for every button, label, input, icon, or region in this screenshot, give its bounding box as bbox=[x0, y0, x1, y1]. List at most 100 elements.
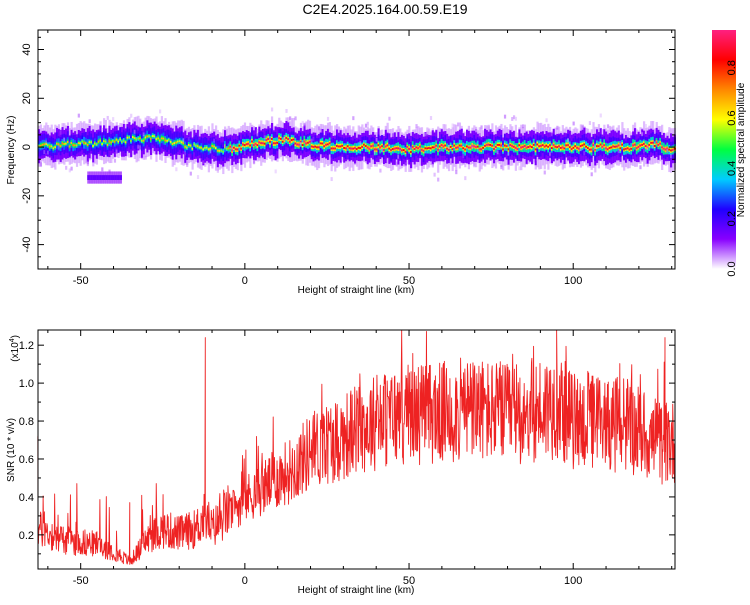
spectrogram-cell bbox=[343, 146, 346, 149]
spectrogram-speckle bbox=[159, 109, 162, 114]
spectrogram-cell bbox=[105, 175, 108, 180]
spectrogram-speckle bbox=[599, 113, 602, 118]
spectrogram-cell bbox=[243, 144, 247, 147]
spectrogram-cell bbox=[104, 140, 108, 143]
spectrogram-cell bbox=[39, 144, 43, 147]
spectrogram-speckle bbox=[88, 119, 91, 124]
spectrogram-cell bbox=[594, 148, 597, 151]
spectrogram-speckle bbox=[299, 141, 303, 146]
spectrogram-speckle bbox=[196, 175, 200, 179]
spectrogram-cell bbox=[545, 144, 548, 147]
spectrogram-cell bbox=[321, 142, 324, 145]
spectrogram-speckle bbox=[583, 151, 586, 155]
spectrogram-cell bbox=[422, 149, 425, 152]
spectrogram-cell bbox=[307, 141, 310, 144]
spectrogram-speckle bbox=[579, 147, 582, 152]
spectrogram-cell bbox=[467, 146, 471, 149]
snr-scale-label: (x104) bbox=[9, 335, 21, 362]
spectrogram-cell bbox=[146, 135, 149, 138]
spectrogram-speckle bbox=[345, 129, 348, 134]
spectrogram-cell bbox=[455, 146, 458, 149]
spectrogram-cell bbox=[599, 143, 602, 146]
spectrogram-cell bbox=[368, 147, 371, 150]
spectrogram-speckle bbox=[379, 168, 382, 173]
spectrogram-cell bbox=[162, 137, 165, 140]
spectrogram-speckle bbox=[283, 136, 286, 141]
spectrogram-cell bbox=[426, 147, 429, 150]
spectrogram-speckle bbox=[359, 140, 362, 145]
spectrogram-y-tick-label: 40 bbox=[21, 43, 33, 55]
spectrogram-cell bbox=[585, 145, 588, 148]
spectrogram-cell bbox=[502, 148, 505, 151]
spectrogram-cell bbox=[541, 144, 545, 147]
spectrogram-cell bbox=[612, 145, 615, 148]
spectrogram-speckle bbox=[289, 116, 292, 121]
spectrogram-cell bbox=[453, 144, 456, 147]
spectrogram-cell bbox=[512, 145, 516, 148]
colorbar-tick-label: 0.6 bbox=[726, 110, 738, 125]
spectrogram-speckle bbox=[263, 135, 266, 140]
spectrogram-cell bbox=[148, 135, 151, 138]
spectrogram-cell bbox=[238, 144, 241, 147]
snr-y-tick-label: 1.0 bbox=[19, 378, 34, 390]
spectrogram-cell bbox=[655, 141, 658, 144]
snr-y-tick-label: 0.4 bbox=[19, 492, 34, 504]
spectrogram-speckle bbox=[471, 144, 474, 149]
spectrogram-cell bbox=[214, 147, 218, 150]
spectrogram-speckle bbox=[507, 152, 510, 156]
spectrogram-cell bbox=[68, 145, 71, 148]
spectrogram-cell bbox=[231, 149, 234, 152]
spectrogram-speckle bbox=[231, 145, 234, 150]
snr-scale-base: (x10 bbox=[10, 342, 21, 362]
spectrogram-speckle bbox=[440, 147, 443, 152]
spectrogram-cell bbox=[437, 148, 440, 151]
spectrogram-speckle bbox=[77, 113, 80, 118]
spectrogram-speckle bbox=[65, 165, 68, 170]
colorbar-label: Normalized spectral amplitude bbox=[736, 82, 747, 217]
spectrogram-cell bbox=[159, 139, 162, 142]
spectrogram-cell bbox=[534, 148, 537, 151]
spectrogram-cell bbox=[536, 143, 539, 146]
spectrogram-marks bbox=[38, 107, 676, 184]
spectrogram-cell bbox=[249, 144, 252, 147]
spectrogram-cell bbox=[579, 145, 582, 147]
spectrogram-cell bbox=[93, 142, 97, 145]
spectrogram-cell bbox=[65, 142, 68, 145]
snr-x-tick-label: 100 bbox=[564, 575, 582, 587]
colorbar-tick-label: 0.2 bbox=[726, 211, 738, 226]
spectrogram-cell bbox=[305, 142, 308, 145]
spectrogram-cell bbox=[352, 147, 355, 150]
spectrogram-cell bbox=[108, 140, 111, 143]
spectrogram-speckle bbox=[269, 135, 272, 140]
spectrogram-x-tick-label: 0 bbox=[242, 275, 248, 287]
spectrogram-speckle bbox=[670, 154, 673, 159]
spectrogram-speckle bbox=[326, 116, 330, 121]
spectrogram-cell bbox=[428, 147, 431, 149]
spectrogram-cell bbox=[661, 146, 664, 149]
spectrogram-speckle bbox=[312, 137, 315, 141]
spectrogram-cell bbox=[61, 142, 64, 145]
spectrogram-cell bbox=[652, 141, 655, 144]
spectrogram-cell bbox=[341, 144, 344, 147]
spectrogram-cell bbox=[130, 139, 133, 142]
spectrogram-speckle bbox=[43, 150, 46, 155]
spectrogram-speckle bbox=[567, 138, 570, 142]
spectrogram-cell bbox=[114, 175, 117, 180]
spectrogram-cell bbox=[92, 144, 95, 147]
spectrogram-cell bbox=[96, 175, 99, 180]
spectrogram-cell bbox=[43, 143, 46, 146]
snr-y-tick-label: 0.6 bbox=[19, 454, 34, 466]
spectrogram-speckle bbox=[545, 118, 548, 123]
spectrogram-y-axis-label: Frequency (Hz) bbox=[6, 116, 17, 185]
spectrogram-cell bbox=[38, 145, 41, 148]
spectrogram-cell bbox=[449, 145, 452, 148]
spectrogram-cell bbox=[310, 145, 313, 148]
spectrogram-frame bbox=[37, 29, 676, 270]
spectrogram-cell bbox=[527, 146, 530, 149]
spectrogram-cell bbox=[556, 146, 559, 149]
spectrogram-speckle bbox=[410, 145, 413, 150]
snr-panel: -50 0 50 100 1.2 1.0 0.8 0.6 0.4 0.2 Height of st… bbox=[6, 329, 676, 596]
spectrogram-cell bbox=[66, 141, 70, 143]
spectrogram-cell bbox=[112, 139, 115, 142]
